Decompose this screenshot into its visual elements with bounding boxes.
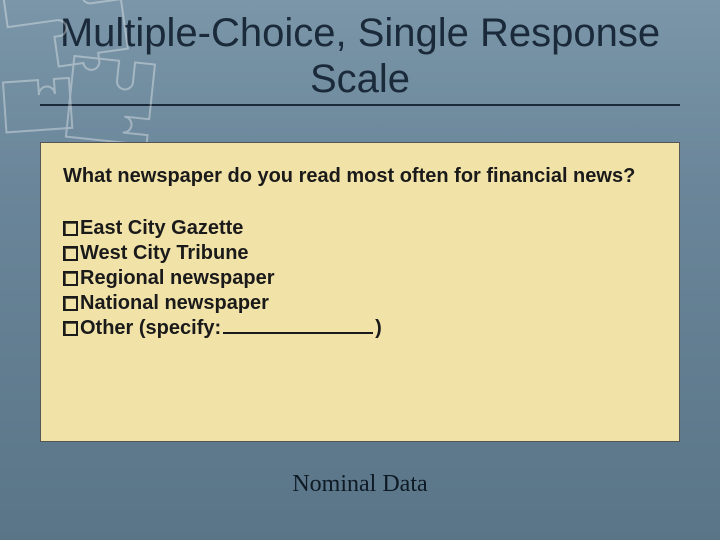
question-box: What newspaper do you read most often fo… bbox=[40, 142, 680, 442]
question-text: What newspaper do you read most often fo… bbox=[63, 163, 657, 189]
checkbox-icon bbox=[63, 271, 78, 286]
option-row: Regional newspaper bbox=[63, 267, 657, 290]
blank-line bbox=[223, 332, 373, 334]
option-label: East City Gazette bbox=[80, 217, 243, 240]
other-prefix: Other (specify: bbox=[80, 317, 221, 339]
title-line-1: Multiple-Choice, Single Response bbox=[60, 11, 660, 55]
checkbox-icon bbox=[63, 296, 78, 311]
options-list: East City Gazette West City Tribune Regi… bbox=[63, 217, 657, 340]
footer-label: Nominal Data bbox=[0, 471, 720, 498]
other-suffix: ) bbox=[375, 317, 382, 339]
title-line-2: Scale bbox=[310, 57, 410, 101]
option-label-other: Other (specify:) bbox=[80, 317, 382, 340]
option-row: National newspaper bbox=[63, 292, 657, 315]
option-label: Regional newspaper bbox=[80, 267, 275, 290]
option-row: West City Tribune bbox=[63, 242, 657, 265]
title-underline bbox=[40, 104, 680, 106]
option-row: East City Gazette bbox=[63, 217, 657, 240]
option-row: Other (specify:) bbox=[63, 317, 657, 340]
checkbox-icon bbox=[63, 246, 78, 261]
checkbox-icon bbox=[63, 221, 78, 236]
option-label: West City Tribune bbox=[80, 242, 249, 265]
option-label: National newspaper bbox=[80, 292, 269, 315]
slide-title-block: Multiple-Choice, Single Response Scale bbox=[0, 0, 720, 106]
checkbox-icon bbox=[63, 321, 78, 336]
slide-title: Multiple-Choice, Single Response Scale bbox=[0, 10, 720, 102]
